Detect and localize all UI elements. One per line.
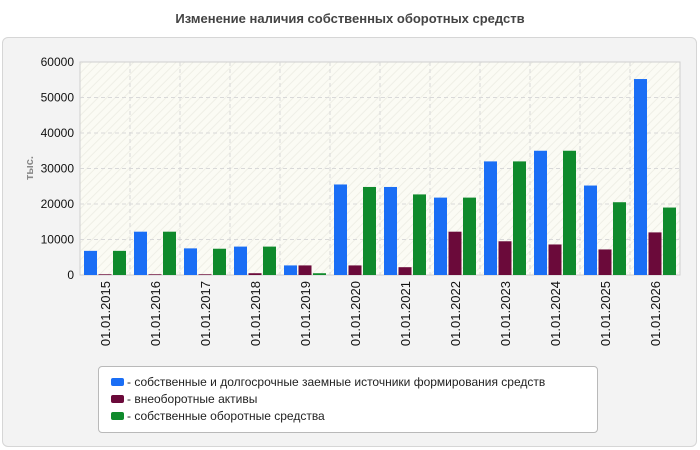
y-axis-label: тыс. — [24, 156, 36, 180]
bar — [448, 231, 462, 275]
legend-label: - собственные и долгосрочные заемные ист… — [127, 374, 546, 389]
x-tick-label: 01.01.2025 — [598, 281, 613, 346]
legend-swatch — [111, 394, 124, 403]
bar — [634, 79, 647, 275]
legend-swatch — [111, 411, 124, 420]
bar — [134, 231, 147, 275]
bar — [84, 250, 97, 275]
legend: - собственные и долгосрочные заемные ист… — [98, 366, 598, 433]
x-tick-label: 01.01.2020 — [348, 281, 363, 346]
bar — [334, 184, 347, 275]
bar — [398, 267, 412, 275]
bar — [298, 265, 312, 275]
bar — [548, 244, 562, 275]
x-tick-label: 01.01.2015 — [98, 281, 113, 346]
bar — [284, 265, 297, 275]
x-tick-label: 01.01.2024 — [548, 281, 563, 346]
bar — [363, 186, 376, 275]
bar — [413, 194, 426, 275]
legend-item: - внеоборотные активы — [111, 390, 597, 407]
legend-swatch — [111, 377, 124, 386]
bar — [648, 232, 662, 275]
bar — [513, 161, 526, 275]
y-tick-label: 30000 — [41, 162, 75, 176]
bar — [463, 197, 476, 275]
bar — [163, 231, 176, 275]
bar — [348, 265, 362, 275]
x-tick-label: 01.01.2022 — [448, 281, 463, 346]
y-tick-label: 50000 — [41, 91, 75, 105]
bar — [484, 161, 497, 275]
bar — [184, 248, 197, 275]
bar — [313, 273, 326, 275]
bar — [263, 246, 276, 275]
grid-lines — [80, 62, 680, 275]
x-axis: 01.01.2015 01.01.2016 01.01.2017 01.01.2018… — [98, 281, 663, 346]
y-axis: 0 10000 20000 30000 40000 50000 60000 — [41, 55, 75, 282]
x-tick-label: 01.01.2021 — [398, 281, 413, 346]
bar — [598, 249, 612, 275]
bar — [113, 250, 126, 275]
bar — [584, 185, 597, 275]
bar — [198, 274, 212, 275]
bar — [663, 207, 676, 275]
bar — [148, 274, 162, 275]
bar — [563, 150, 576, 275]
y-tick-label: 60000 — [41, 55, 75, 69]
bar — [213, 248, 226, 275]
legend-item: - собственные и долгосрочные заемные ист… — [111, 373, 597, 390]
x-tick-label: 01.01.2023 — [498, 281, 513, 346]
bar — [384, 186, 397, 275]
x-tick-label: 01.01.2016 — [148, 281, 163, 346]
bar — [434, 197, 447, 275]
bar — [248, 273, 262, 275]
bar — [234, 246, 247, 275]
legend-item: - собственные оборотные средства — [111, 407, 597, 424]
legend-label: - собственные оборотные средства — [127, 408, 325, 423]
bars — [84, 79, 676, 275]
y-tick-label: 40000 — [41, 126, 75, 140]
bar — [534, 150, 547, 275]
y-tick-label: 10000 — [41, 233, 75, 247]
x-tick-label: 01.01.2019 — [298, 281, 313, 346]
y-tick-label: 0 — [67, 268, 74, 282]
bar — [98, 274, 112, 275]
bar — [498, 241, 512, 275]
y-tick-label: 20000 — [41, 197, 75, 211]
x-tick-label: 01.01.2017 — [198, 281, 213, 346]
legend-label: - внеоборотные активы — [127, 391, 258, 406]
chart-title: Изменение наличия собственных оборотных … — [175, 11, 525, 26]
x-tick-label: 01.01.2026 — [648, 281, 663, 346]
x-tick-label: 01.01.2018 — [248, 281, 263, 346]
bar — [613, 202, 626, 275]
